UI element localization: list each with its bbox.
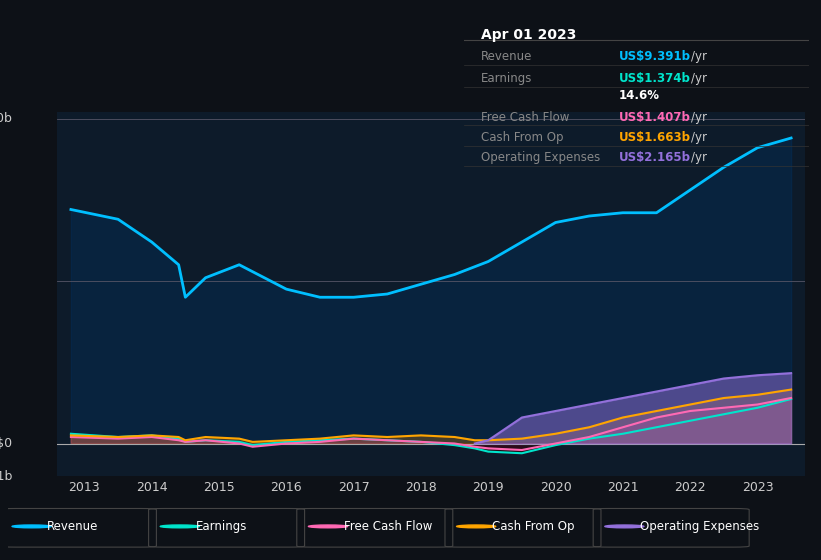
Circle shape — [456, 525, 496, 528]
Text: Revenue: Revenue — [481, 50, 533, 63]
Text: Operating Expenses: Operating Expenses — [640, 520, 759, 533]
Text: Free Cash Flow: Free Cash Flow — [343, 520, 432, 533]
Text: US$1.374b: US$1.374b — [619, 72, 691, 85]
Text: US$1.663b: US$1.663b — [619, 130, 691, 144]
Text: US$9.391b: US$9.391b — [619, 50, 691, 63]
Text: Earnings: Earnings — [195, 520, 247, 533]
Text: Operating Expenses: Operating Expenses — [481, 151, 600, 164]
Text: /yr: /yr — [690, 72, 707, 85]
Circle shape — [605, 525, 644, 528]
Text: Cash From Op: Cash From Op — [481, 130, 563, 144]
Text: US$10b: US$10b — [0, 112, 12, 125]
Text: 14.6%: 14.6% — [619, 88, 660, 102]
Text: /yr: /yr — [690, 130, 707, 144]
Text: US$0: US$0 — [0, 437, 12, 450]
Text: US$2.165b: US$2.165b — [619, 151, 691, 164]
Text: Apr 01 2023: Apr 01 2023 — [481, 28, 576, 42]
Text: Revenue: Revenue — [48, 520, 99, 533]
Text: Earnings: Earnings — [481, 72, 533, 85]
Text: US$1.407b: US$1.407b — [619, 110, 691, 124]
Text: -US$1b: -US$1b — [0, 469, 12, 483]
Text: /yr: /yr — [690, 50, 707, 63]
Text: /yr: /yr — [690, 151, 707, 164]
Text: /yr: /yr — [690, 110, 707, 124]
Circle shape — [12, 525, 51, 528]
Circle shape — [309, 525, 347, 528]
Circle shape — [160, 525, 200, 528]
Text: Free Cash Flow: Free Cash Flow — [481, 110, 570, 124]
Text: Cash From Op: Cash From Op — [492, 520, 574, 533]
